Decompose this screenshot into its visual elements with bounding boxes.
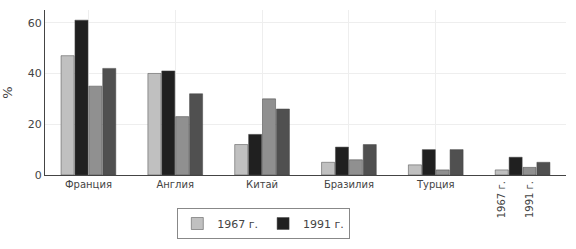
svg-text:20: 20 <box>28 118 42 131</box>
svg-text:1967 г.: 1967 г. <box>217 218 258 231</box>
svg-text:Англия: Англия <box>156 179 194 190</box>
svg-text:1991 г.: 1991 г. <box>524 181 535 218</box>
svg-text:Китай: Китай <box>246 179 278 190</box>
svg-text:0: 0 <box>35 169 42 182</box>
svg-text:Бразилия: Бразилия <box>324 179 374 190</box>
svg-text:Франция: Франция <box>65 179 112 190</box>
svg-text:60: 60 <box>28 17 42 30</box>
svg-text:Турция: Турция <box>416 179 455 190</box>
svg-text:1967 г.: 1967 г. <box>496 181 507 218</box>
svg-text:40: 40 <box>28 67 42 80</box>
svg-text:%: % <box>0 86 15 98</box>
svg-text:1991 г.: 1991 г. <box>303 218 344 231</box>
